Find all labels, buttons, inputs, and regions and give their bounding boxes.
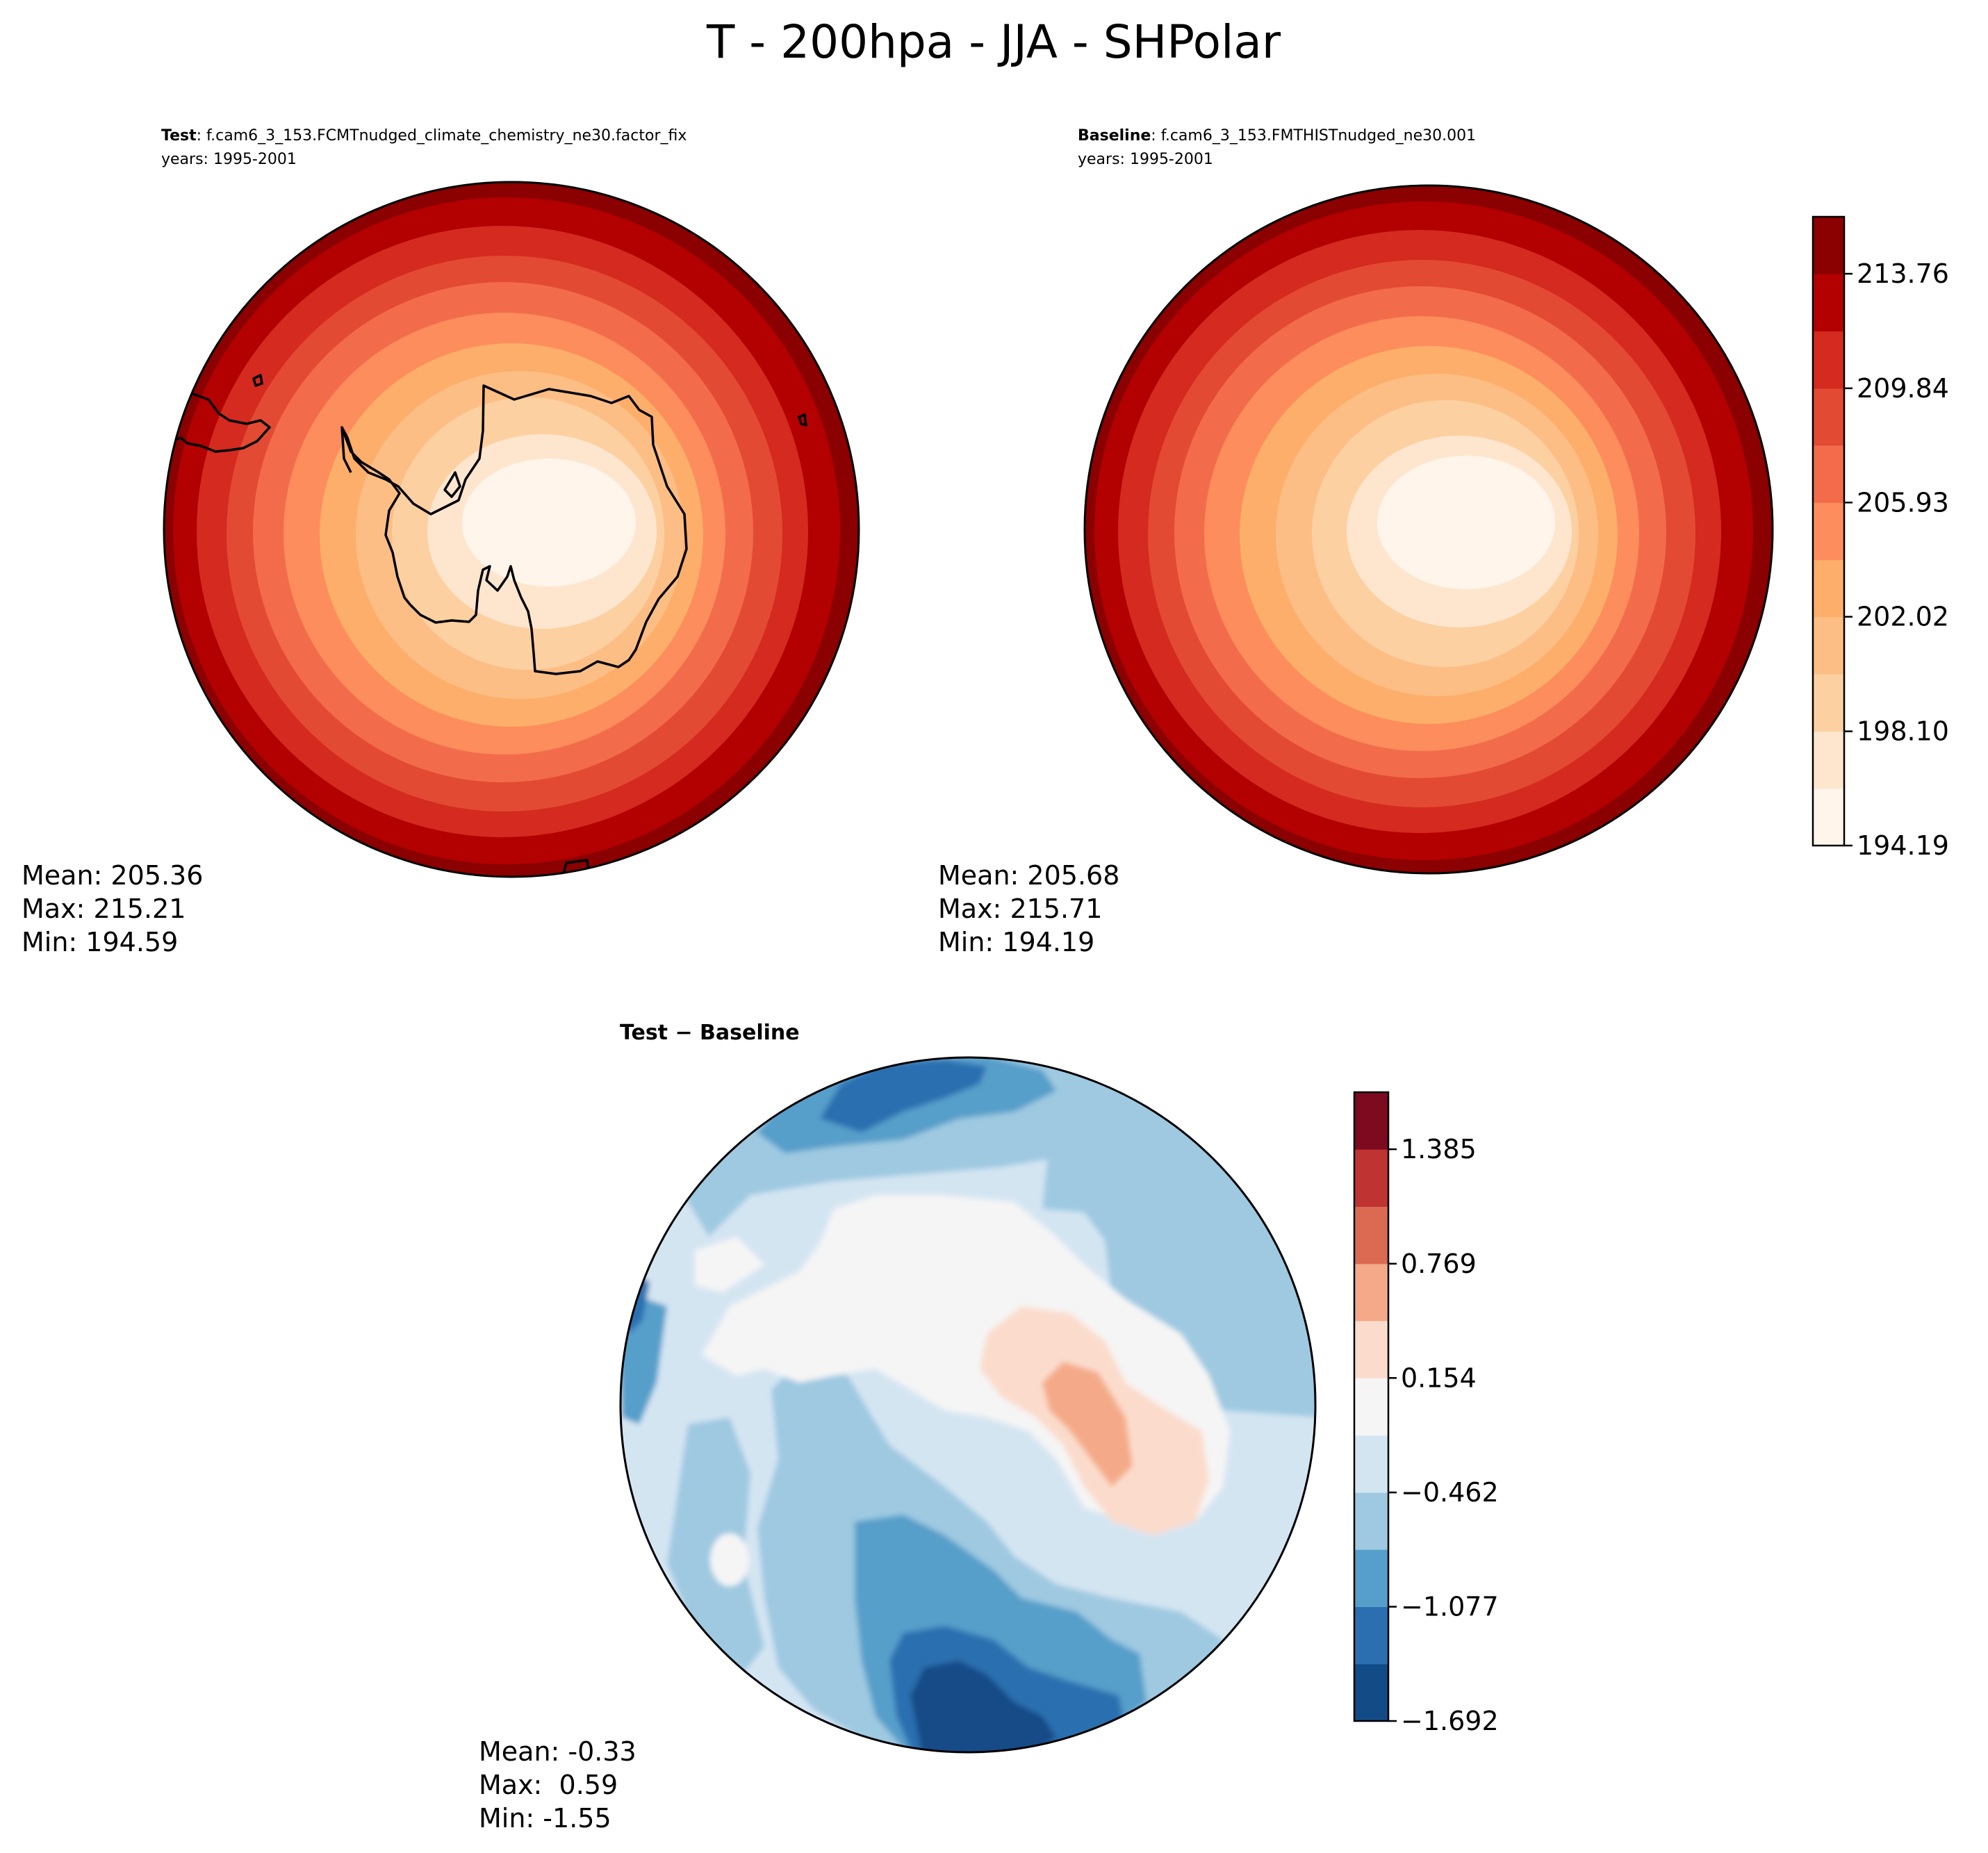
panel-baseline-label-bold: Baseline — [1078, 127, 1151, 145]
colorbar-main-band-9 — [1813, 274, 1844, 331]
colorbar-main-tick-label-3: 205.93 — [1857, 487, 1949, 518]
panel-test-boundary — [163, 181, 860, 878]
colorbar-diff-tick-label-1: −1.077 — [1401, 1592, 1499, 1622]
panel-baseline-label-case: : f.cam6_3_153.FMTHISTnudged_ne30.001 — [1151, 127, 1476, 145]
colorbar-diff-band-6 — [1354, 1320, 1388, 1378]
figure-title: T - 200hpa - JJA - SHPolar — [706, 15, 1281, 69]
colorbar-main-band-3 — [1813, 616, 1844, 675]
base-ring-11 — [1377, 456, 1555, 589]
panel-baseline: Baseline: f.cam6_3_153.FMTHISTnudged_ne3… — [938, 127, 1774, 957]
colorbar-main-band-7 — [1813, 388, 1844, 446]
panel-difference-mean: Mean: -0.33 — [479, 1736, 636, 1767]
panel-test-mean: Mean: 205.36 — [22, 860, 203, 891]
panel-test-min: Min: 194.59 — [22, 927, 178, 957]
panel-test-label: Test: f.cam6_3_153.FCMTnudged_climate_ch… — [161, 127, 687, 145]
panel-baseline-map — [1085, 186, 1773, 873]
colorbar-main-band-1 — [1813, 731, 1844, 789]
panel-difference: Test − Baseline — [479, 1021, 1317, 1834]
panel-test-map — [164, 182, 859, 877]
colorbar-main-band-5 — [1813, 502, 1844, 561]
colorbar-main-band-0 — [1813, 788, 1844, 846]
test-nz-islet — [798, 413, 807, 427]
colorbar-main-tick-label-0: 194.19 — [1857, 830, 1949, 861]
colorbar-main-tick-label-4: 209.84 — [1857, 373, 1949, 404]
panel-test-label-case: : f.cam6_3_153.FCMTnudged_climate_chemis… — [197, 127, 687, 145]
diff-region-salmon-positive — [1042, 1362, 1133, 1487]
test-peninsula-coast — [340, 427, 352, 473]
colorbar-diff-band-3 — [1354, 1492, 1388, 1550]
colorbar-diff-band-1 — [1354, 1606, 1388, 1665]
panel-baseline-mean: Mean: 205.68 — [938, 860, 1119, 891]
panel-baseline-years: years: 1995-2001 — [1078, 151, 1213, 168]
colorbar-main-tick-label-5: 213.76 — [1857, 258, 1949, 289]
colorbar-diff-band-9 — [1354, 1149, 1388, 1207]
colorbar-diff-tick-label-4: 0.769 — [1401, 1249, 1477, 1279]
colorbar-main: 194.19 198.10 202.02 205.93 209.84 213.76 — [1812, 215, 1949, 861]
colorbar-main-band-4 — [1813, 559, 1844, 618]
colorbar-main-band-10 — [1813, 217, 1844, 274]
panel-difference-min: Min: -1.55 — [479, 1803, 611, 1834]
test-south-america-coast — [170, 392, 271, 453]
colorbar-main-band-8 — [1813, 331, 1844, 389]
colorbar-diff-tick-label-0: −1.692 — [1401, 1706, 1499, 1736]
panel-difference-max: Max: 0.59 — [479, 1770, 618, 1800]
panel-test-coastlines — [170, 374, 807, 877]
colorbar-diff-band-8 — [1354, 1206, 1388, 1265]
colorbar-diff-band-2 — [1354, 1549, 1388, 1608]
colorbar-diff-band-7 — [1354, 1263, 1388, 1321]
panel-baseline-max: Max: 215.71 — [938, 893, 1102, 924]
test-australia-tip — [561, 859, 591, 877]
test-antarctica-coast — [340, 384, 688, 675]
diff-region-neutral-sw — [710, 1533, 749, 1586]
test-falklands — [252, 374, 263, 387]
panel-test: Test: f.cam6_3_153.FCMTnudged_climate_ch… — [22, 127, 860, 957]
colorbar-main-tick-label-2: 202.02 — [1857, 602, 1949, 632]
test-ring-11 — [462, 459, 636, 586]
colorbar-main-band-6 — [1813, 445, 1844, 503]
diff-region-darkest-south — [910, 1661, 1056, 1752]
colorbar-diff: −1.692 −1.077 −0.462 0.154 0.769 1.385 — [1353, 1091, 1499, 1736]
diff-region-darkblue-north — [820, 1060, 987, 1133]
panel-test-max: Max: 215.21 — [22, 893, 186, 924]
panel-difference-label: Test − Baseline — [620, 1021, 800, 1045]
colorbar-diff-band-0 — [1354, 1663, 1388, 1722]
panel-baseline-min: Min: 194.19 — [938, 927, 1094, 957]
colorbar-diff-band-5 — [1354, 1378, 1388, 1436]
panel-baseline-boundary — [1083, 184, 1774, 875]
colorbar-diff-tick-label-3: 0.154 — [1401, 1362, 1477, 1393]
panel-baseline-label: Baseline: f.cam6_3_153.FMTHISTnudged_ne3… — [1078, 127, 1476, 145]
colorbar-main-band-2 — [1813, 674, 1844, 732]
panel-difference-boundary — [619, 1056, 1317, 1754]
panel-difference-map — [621, 1057, 1315, 1752]
colorbar-diff-tick-label-5: 1.385 — [1401, 1134, 1477, 1164]
colorbar-main-outline — [1812, 215, 1846, 847]
panel-test-years: years: 1995-2001 — [161, 151, 297, 168]
colorbar-diff-tick-label-2: −0.462 — [1401, 1477, 1499, 1508]
diff-region-neutral-west — [695, 1237, 764, 1292]
panel-test-label-bold: Test — [161, 127, 197, 145]
test-ross-ice — [443, 471, 461, 498]
colorbar-diff-band-4 — [1354, 1435, 1388, 1493]
colorbar-main-tick-label-1: 198.10 — [1857, 716, 1949, 747]
colorbar-diff-outline — [1353, 1091, 1390, 1722]
colorbar-diff-band-10 — [1354, 1092, 1388, 1150]
